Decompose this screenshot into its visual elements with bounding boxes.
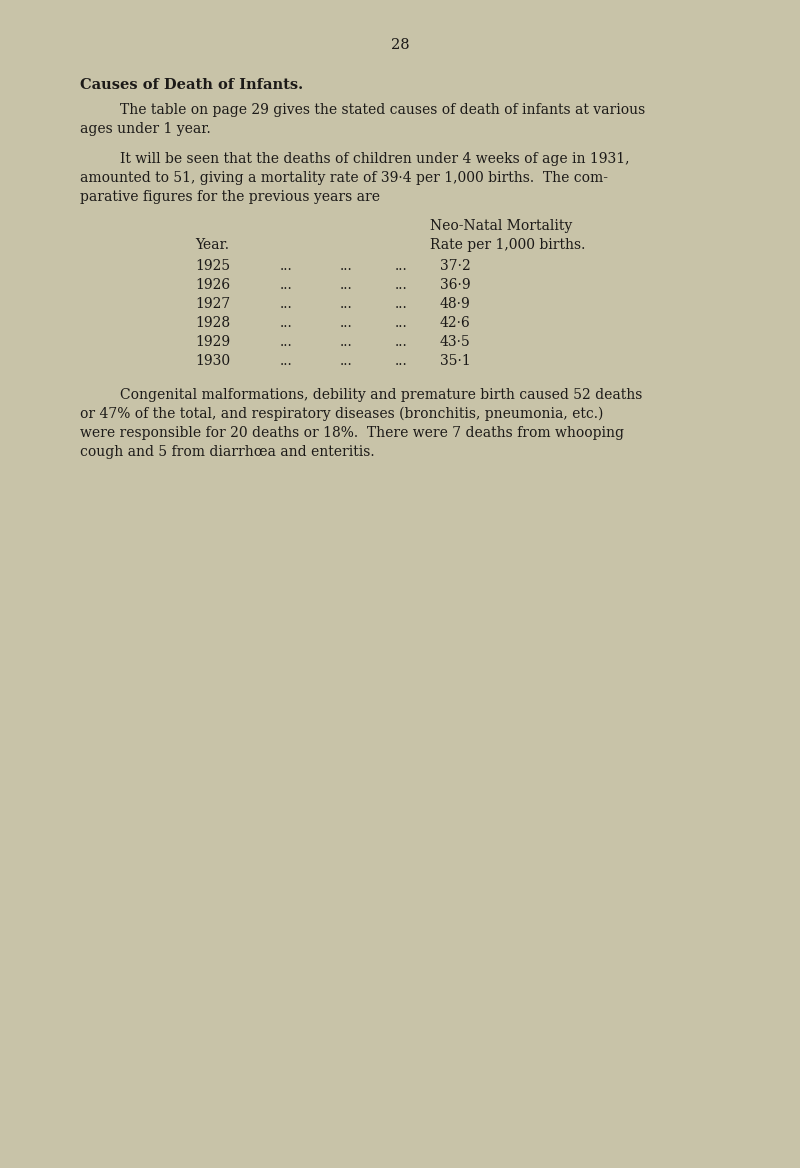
Text: ...: ... [280, 315, 293, 329]
Text: ...: ... [340, 335, 353, 349]
Text: 1926: 1926 [195, 278, 230, 292]
Text: ...: ... [280, 278, 293, 292]
Text: ...: ... [340, 297, 353, 311]
Text: Year.: Year. [195, 238, 229, 252]
Text: The table on page 29 gives the stated causes of death of infants at various: The table on page 29 gives the stated ca… [120, 103, 646, 117]
Text: ...: ... [395, 354, 408, 368]
Text: ...: ... [340, 278, 353, 292]
Text: Congenital malformations, debility and premature birth caused 52 deaths: Congenital malformations, debility and p… [120, 388, 642, 402]
Text: ...: ... [280, 297, 293, 311]
Text: ...: ... [280, 259, 293, 273]
Text: ...: ... [340, 259, 353, 273]
Text: parative figures for the previous years are: parative figures for the previous years … [80, 190, 380, 204]
Text: 1927: 1927 [195, 297, 230, 311]
Text: ...: ... [395, 259, 408, 273]
Text: ...: ... [395, 297, 408, 311]
Text: Neo-Natal Mortality: Neo-Natal Mortality [430, 218, 572, 232]
Text: ...: ... [280, 354, 293, 368]
Text: ...: ... [395, 335, 408, 349]
Text: ...: ... [395, 278, 408, 292]
Text: were responsible for 20 deaths or 18%.  There were 7 deaths from whooping: were responsible for 20 deaths or 18%. T… [80, 426, 624, 440]
Text: or 47% of the total, and respiratory diseases (bronchitis, pneumonia, etc.): or 47% of the total, and respiratory dis… [80, 406, 603, 422]
Text: amounted to 51, giving a mortality rate of 39·4 per 1,000 births.  The com-: amounted to 51, giving a mortality rate … [80, 172, 608, 186]
Text: 1929: 1929 [195, 335, 230, 349]
Text: 37·2: 37·2 [440, 259, 470, 273]
Text: It will be seen that the deaths of children under 4 weeks of age in 1931,: It will be seen that the deaths of child… [120, 152, 630, 166]
Text: cough and 5 from diarrhœa and enteritis.: cough and 5 from diarrhœa and enteritis. [80, 445, 374, 459]
Text: 48·9: 48·9 [440, 297, 470, 311]
Text: 28: 28 [390, 39, 410, 53]
Text: 43·5: 43·5 [440, 335, 470, 349]
Text: 1925: 1925 [195, 259, 230, 273]
Text: Rate per 1,000 births.: Rate per 1,000 births. [430, 238, 586, 252]
Text: ...: ... [280, 335, 293, 349]
Text: ages under 1 year.: ages under 1 year. [80, 121, 210, 135]
Text: 1928: 1928 [195, 315, 230, 329]
Text: 35·1: 35·1 [440, 354, 470, 368]
Text: 36·9: 36·9 [440, 278, 470, 292]
Text: Causes of Death of Infants.: Causes of Death of Infants. [80, 78, 303, 92]
Text: ...: ... [395, 315, 408, 329]
Text: 42·6: 42·6 [440, 315, 470, 329]
Text: 1930: 1930 [195, 354, 230, 368]
Text: ...: ... [340, 354, 353, 368]
Text: ...: ... [340, 315, 353, 329]
